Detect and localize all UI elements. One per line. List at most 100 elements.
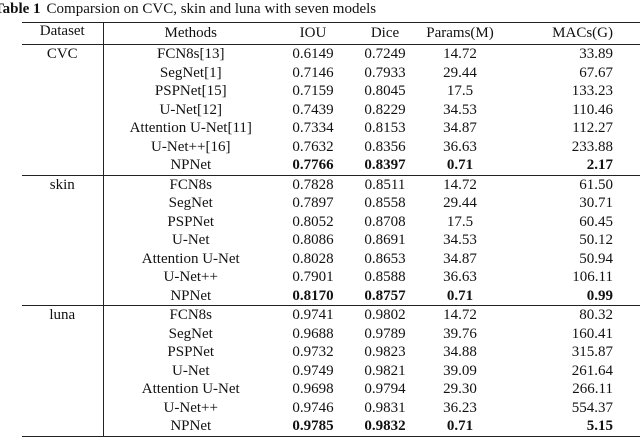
table-row: Attention U-Net 0.8028 0.8653 34.87 50.94: [22, 250, 640, 269]
value-cell: 0.8558: [364, 195, 406, 212]
value-cell: 0.8052: [292, 213, 334, 230]
value-cell: 0.7828: [292, 176, 334, 193]
table-row: SegNet 0.9688 0.9789 39.76 160.41: [22, 325, 640, 344]
table-row: U-Net 0.8086 0.8691 34.53 50.12: [22, 231, 640, 250]
value-cell: 0.8397: [364, 157, 406, 174]
table-row: NPNet 0.9785 0.9832 0.71 5.15: [22, 417, 640, 436]
value-cell: 67.67: [579, 64, 613, 81]
value-cell: 30.71: [579, 195, 613, 212]
method-cell: SegNet: [168, 195, 213, 212]
value-cell: 0.9823: [364, 344, 406, 361]
value-cell: 0.8511: [364, 176, 406, 193]
method-cell: Attention U-Net[11]: [129, 120, 252, 137]
value-cell: 50.94: [579, 250, 613, 267]
column-header: MACs(G): [552, 25, 613, 41]
value-cell: 61.50: [579, 176, 613, 193]
dataset-group: CVC FCN8s[13] 0.6149 0.7249 14.72 33.89 SegNet…: [22, 44, 640, 175]
value-cell: 0.9749: [292, 362, 334, 379]
value-cell: 2.17: [586, 157, 613, 174]
value-cell: 14.72: [443, 307, 477, 324]
value-cell: 0.9832: [364, 418, 406, 435]
method-cell: U-Net++: [163, 269, 218, 286]
value-cell: 17.5: [446, 213, 474, 230]
value-cell: 34.53: [443, 232, 477, 249]
value-cell: 80.32: [579, 307, 613, 324]
header-row: Dataset Methods IOU Dice Params(M) MACs(G): [22, 22, 640, 45]
value-cell: 0.9821: [364, 362, 406, 379]
method-cell: FCN8s: [169, 176, 213, 193]
value-cell: 261.64: [571, 362, 613, 379]
value-cell: 50.12: [579, 232, 613, 249]
value-cell: 0.9831: [364, 399, 406, 416]
value-cell: 14.72: [443, 176, 477, 193]
value-cell: 0.7159: [292, 83, 334, 100]
value-cell: 0.8708: [364, 213, 406, 230]
table-row: PSPNet 0.9732 0.9823 34.88 315.87: [22, 343, 640, 362]
method-cell: PSPNet: [167, 344, 215, 361]
value-cell: 315.87: [571, 344, 613, 361]
column-header: IOU: [299, 25, 327, 41]
table-row: U-Net++ 0.7901 0.8588 36.63 106.11: [22, 268, 640, 287]
value-cell: 14.72: [443, 46, 477, 63]
value-cell: 34.53: [443, 101, 477, 118]
table-row: U-Net++ 0.9746 0.9831 36.23 554.37: [22, 399, 640, 418]
value-cell: 0.7249: [364, 46, 406, 63]
table-row: U-Net++[16] 0.7632 0.8356 36.63 233.88: [22, 138, 640, 157]
value-cell: 0.7901: [292, 269, 334, 286]
value-cell: 0.9698: [292, 381, 334, 398]
value-cell: 0.7897: [292, 195, 334, 212]
column-header: Methods: [164, 25, 218, 41]
method-cell: PSPNet[15]: [154, 83, 227, 100]
value-cell: 0.7632: [292, 138, 334, 155]
value-cell: 106.11: [572, 269, 613, 286]
value-cell: 0.8153: [364, 120, 406, 137]
value-cell: 0.7766: [292, 157, 334, 174]
value-cell: 36.23: [443, 399, 477, 416]
table-row: PSPNet[15] 0.7159 0.8045 17.5 133.23: [22, 82, 640, 101]
dataset-cell: CVC: [22, 44, 104, 175]
value-cell: 5.15: [586, 418, 613, 435]
value-cell: 554.37: [571, 399, 613, 416]
value-cell: 0.8588: [364, 269, 406, 286]
value-cell: 29.44: [443, 195, 477, 212]
value-cell: 29.30: [443, 381, 477, 398]
method-cell: Attention U-Net: [141, 381, 240, 398]
table-row: CVC FCN8s[13] 0.6149 0.7249 14.72 33.89: [22, 44, 640, 175]
value-cell: 0.8086: [292, 232, 334, 249]
method-cell: SegNet: [168, 325, 213, 342]
column-header: Dataset: [22, 22, 104, 45]
results-table: Dataset Methods IOU Dice Params(M) MACs(G) CV…: [22, 22, 640, 437]
table-row: PSPNet 0.8052 0.8708 17.5 60.45: [22, 213, 640, 232]
value-cell: 34.88: [443, 344, 477, 361]
method-cell: NPNet: [170, 418, 212, 435]
caption-label: Table 1: [0, 1, 41, 17]
method-cell: PSPNet: [167, 213, 215, 230]
method-cell: FCN8s[13]: [156, 46, 225, 63]
value-cell: 0.99: [586, 287, 613, 304]
caption-text: Comparsion on CVC, skin and luna with se…: [46, 1, 377, 17]
value-cell: 0.9785: [292, 418, 334, 435]
value-cell: 0.9746: [292, 399, 334, 416]
value-cell: 0.7146: [292, 64, 334, 81]
value-cell: 133.23: [571, 83, 613, 100]
value-cell: 0.8757: [364, 287, 406, 304]
value-cell: 0.8170: [292, 287, 334, 304]
value-cell: 34.87: [443, 120, 477, 137]
table-row: Attention U-Net[11] 0.7334 0.8153 34.87 112.…: [22, 119, 640, 138]
method-cell: U-Net++: [163, 399, 218, 416]
value-cell: 0.9732: [292, 344, 334, 361]
value-cell: 0.71: [446, 287, 474, 304]
value-cell: 39.09: [443, 362, 477, 379]
dataset-group: skin FCN8s 0.7828 0.8511 14.72 61.50 SegNet 0.7…: [22, 175, 640, 306]
value-cell: 17.5: [446, 83, 474, 100]
method-cell: SegNet[1]: [159, 64, 222, 81]
value-cell: 0.8028: [292, 250, 334, 267]
table-row: U-Net 0.9749 0.9821 39.09 261.64: [22, 362, 640, 381]
value-cell: 110.46: [572, 101, 613, 118]
value-cell: 0.7334: [292, 120, 334, 137]
method-cell: U-Net[12]: [159, 101, 222, 118]
table-row: NPNet 0.8170 0.8757 0.71 0.99: [22, 287, 640, 306]
value-cell: 160.41: [571, 325, 613, 342]
value-cell: 233.88: [571, 138, 613, 155]
